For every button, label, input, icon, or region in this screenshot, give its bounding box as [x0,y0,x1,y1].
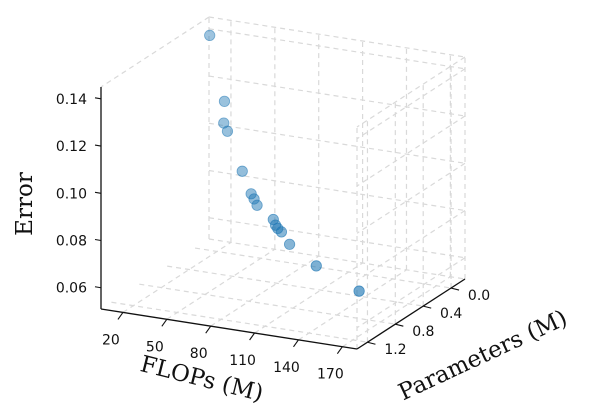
data-point [251,199,263,211]
x-tick-mark [117,312,124,320]
pane-edge [356,56,466,128]
z-tick-label: 0.06 [56,281,87,297]
z-tick-mark [94,144,102,147]
y-tick-mark [367,341,376,345]
data-point [218,95,231,107]
y-tick-label: 0.0 [468,288,490,304]
data-point [283,238,296,250]
y-tick-mark [423,305,432,309]
z-tick-mark [94,191,102,194]
x-gridline [342,276,451,348]
z-gridline [356,68,466,140]
z-gridline [208,28,466,70]
x-tick-label: 170 [317,367,344,383]
y-gridline [111,301,368,343]
x-gridline [298,269,407,341]
z-tick-mark [94,97,102,100]
data-point [221,125,234,137]
data-point [275,226,288,238]
y-tick-mark [450,287,460,291]
x-tick-label: 50 [146,339,164,355]
x-tick-mark [161,318,168,327]
y-tick-label: 1.2 [384,342,406,358]
grid-layer [100,16,466,350]
z-tick-label: 0.10 [56,186,87,202]
z-gridline [356,210,466,282]
y-gridline [139,283,396,325]
z-gridline [208,169,466,212]
z-tick-label: 0.12 [56,139,87,155]
pane-edge [100,16,210,88]
data-point [310,260,322,272]
x-tick-mark [205,325,212,334]
x-tick-label: 20 [102,332,120,348]
z-tick-label: 0.14 [56,92,87,108]
z-gridline [208,217,466,259]
y-gridline [194,247,452,289]
y-gridline [167,265,424,307]
z-tick-mark [94,286,102,289]
y-axis-line [356,278,466,350]
data-point [236,165,248,177]
y-tick-label: 0.4 [440,306,462,322]
x-tick-mark [336,346,343,355]
data-point [204,29,216,42]
x-tick-mark [293,339,299,348]
x-tick-label: 110 [229,353,256,369]
z-gridline [356,162,466,234]
data-point [245,188,257,200]
z-gridline [208,75,466,117]
x-tick-label: 140 [273,360,300,376]
z-axis-title: Error [12,172,38,236]
z-gridline [208,122,466,164]
z-tick-mark [94,238,102,242]
x-gridline [254,262,363,334]
data-point [353,285,365,297]
z-gridline [356,115,466,187]
pane-edge [208,238,466,280]
x-gridline [122,241,232,313]
point-layer [204,29,365,297]
x-tick-label: 80 [190,346,208,362]
z-gridline [356,257,466,329]
data-point [218,117,230,129]
y-tick-label: 0.8 [412,324,434,340]
x-axis-line [100,308,358,350]
y-tick-mark [395,323,404,327]
pane-edge [208,16,466,58]
y-axis-title: Parameters (M) [395,305,572,406]
z-tick-label: 0.08 [56,234,87,250]
x-gridline [166,248,276,320]
x-tick-mark [249,332,256,341]
x-gridline [210,255,320,327]
axis-layer: 20 50 80 110 140 170 0.0 0.4 0.8 1.2 0.06 0.08 0.10 0… [56,87,490,383]
